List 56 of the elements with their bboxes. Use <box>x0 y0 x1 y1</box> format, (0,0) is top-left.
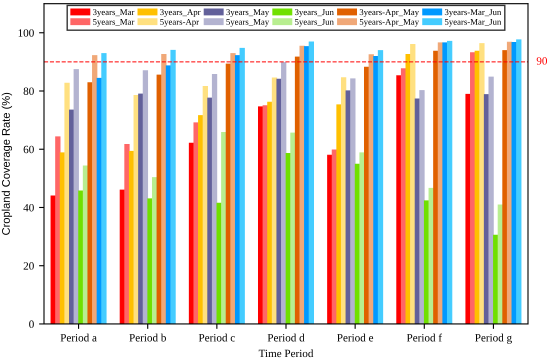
bar <box>138 94 144 324</box>
legend-label: 5years-Apr_May <box>360 19 420 27</box>
bar <box>202 86 208 324</box>
bar <box>286 152 291 324</box>
bar <box>96 78 102 324</box>
bar <box>308 41 314 324</box>
y-tick-label: 80 <box>24 87 34 95</box>
x-tick-label: Period g <box>475 334 512 344</box>
bar <box>433 50 438 324</box>
legend-label: 5years_May <box>226 19 270 27</box>
bar <box>488 76 494 324</box>
bar <box>101 53 107 324</box>
x-tick-label: Period d <box>268 334 305 342</box>
legend-label: 5years-Apr <box>160 19 200 27</box>
legend-label: 3years-Mar_Jun <box>444 9 502 17</box>
x-tick-label: Period f <box>406 334 442 342</box>
x-axis-title: Time Period <box>258 349 314 358</box>
legend-label: 3years-Apr_May <box>360 9 420 17</box>
bar <box>498 204 503 324</box>
legend-label: 3years_May <box>226 9 270 17</box>
bar <box>74 69 79 324</box>
bar <box>332 149 338 324</box>
bar <box>55 136 60 324</box>
bar <box>120 190 126 324</box>
bar <box>378 50 384 324</box>
legend-label: 5years-Mar_Jun <box>444 19 502 27</box>
x-tick-label: Period b <box>129 334 166 342</box>
legend-label: 3years_Apr <box>160 9 200 17</box>
y-axis-title: Cropland Coverage Rate (%) <box>2 92 12 235</box>
ref-line-label: 90 <box>536 57 548 65</box>
legend-label: 5years_Jun <box>295 19 334 27</box>
y-tick-label: 100 <box>18 29 34 37</box>
x-tick-label: Period e <box>337 334 374 342</box>
bar <box>516 39 522 324</box>
bar <box>170 50 176 324</box>
bar <box>446 40 452 324</box>
bar <box>212 74 218 324</box>
bar <box>240 48 245 324</box>
y-tick-label: 60 <box>24 146 34 154</box>
bar <box>267 102 273 324</box>
y-tick-label: 0 <box>29 320 34 328</box>
legend-label: 5years_Mar <box>93 19 134 27</box>
bar <box>281 62 286 324</box>
x-tick-label: Period a <box>60 334 97 342</box>
bar <box>350 78 356 324</box>
y-tick-label: 40 <box>23 204 34 212</box>
bar <box>226 64 232 324</box>
bar <box>373 56 379 324</box>
bar <box>78 190 84 324</box>
x-tick-label: Period c <box>198 334 235 342</box>
legend-label: 3years_Jun <box>294 9 334 17</box>
bar <box>161 54 166 324</box>
legend-label: 3years_Mar <box>92 9 134 17</box>
bar <box>414 98 420 324</box>
bar <box>474 50 480 324</box>
y-tick-label: 20 <box>24 262 34 270</box>
